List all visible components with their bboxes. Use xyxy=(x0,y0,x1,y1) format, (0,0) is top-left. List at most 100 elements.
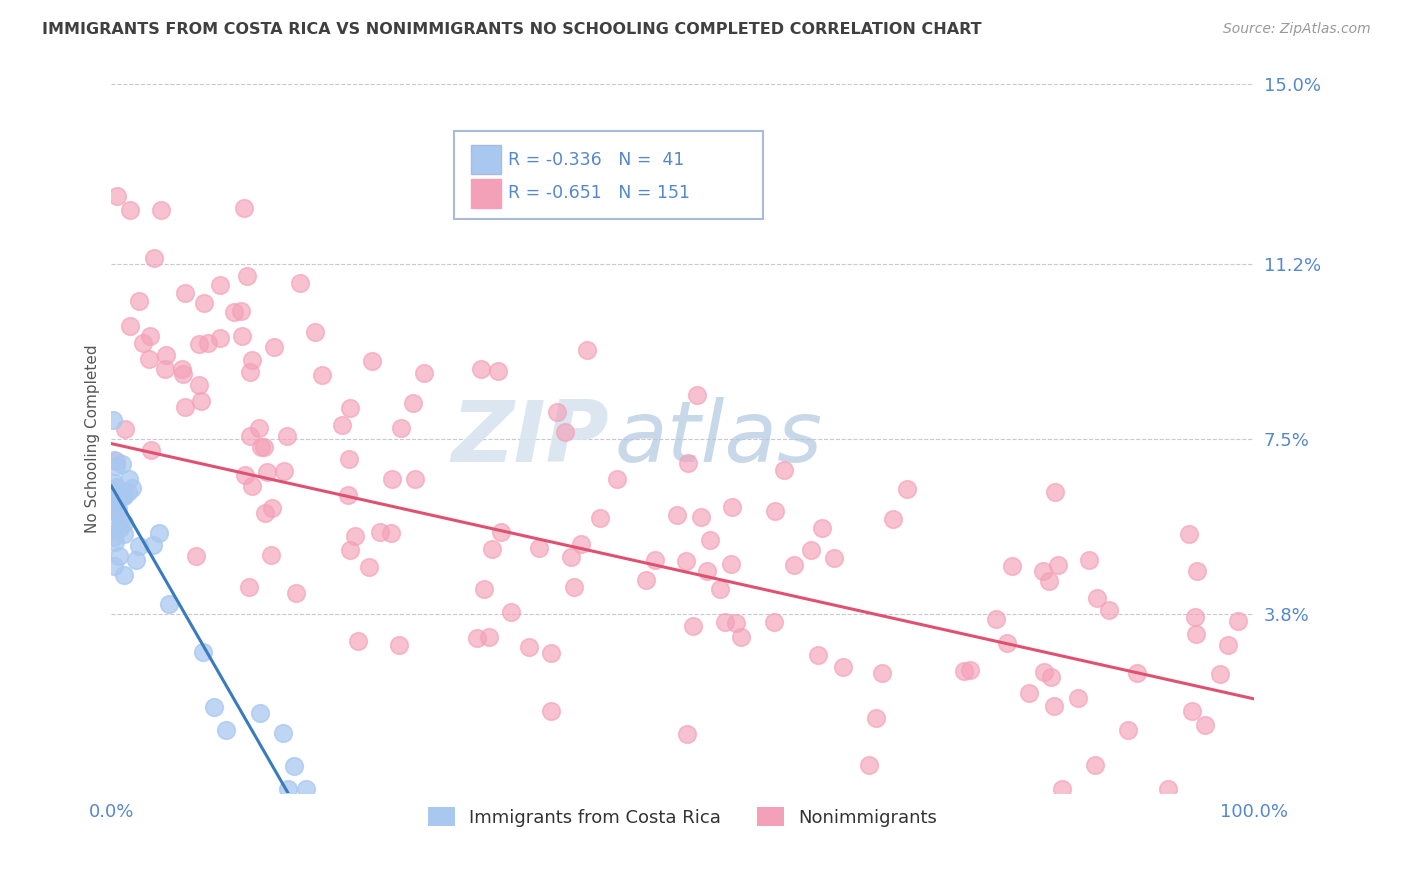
Point xyxy=(103,530,125,544)
Point xyxy=(401,396,423,410)
Point xyxy=(105,481,128,495)
Point xyxy=(404,472,426,486)
Point xyxy=(772,463,794,477)
Point xyxy=(157,597,180,611)
Point xyxy=(811,521,834,535)
Point xyxy=(103,476,125,491)
Text: IMMIGRANTS FROM COSTA RICA VS NONIMMIGRANTS NO SCHOOLING COMPLETED CORRELATION C: IMMIGRANTS FROM COSTA RICA VS NONIMMIGRA… xyxy=(42,22,981,37)
Point xyxy=(486,364,509,378)
Point xyxy=(682,619,704,633)
Point xyxy=(675,554,697,568)
Point xyxy=(112,527,135,541)
Point xyxy=(256,465,278,479)
Point xyxy=(1033,665,1056,680)
Point xyxy=(121,481,143,495)
Point xyxy=(184,549,207,563)
Point xyxy=(104,454,127,468)
Point xyxy=(665,508,688,522)
Point xyxy=(112,516,135,530)
Point xyxy=(150,202,173,217)
Point xyxy=(105,459,128,474)
Point xyxy=(143,251,166,265)
Point xyxy=(959,663,981,677)
Point xyxy=(101,498,124,512)
Point xyxy=(562,580,585,594)
Point xyxy=(709,582,731,596)
Point xyxy=(1216,639,1239,653)
Point xyxy=(235,269,257,284)
Text: ZIP: ZIP xyxy=(451,398,609,481)
Point xyxy=(103,452,125,467)
Point xyxy=(191,645,214,659)
Point xyxy=(644,553,666,567)
Point xyxy=(832,660,855,674)
Point xyxy=(112,487,135,501)
Point xyxy=(283,759,305,773)
Point xyxy=(339,401,361,415)
Point xyxy=(1227,614,1250,628)
Point xyxy=(1040,670,1063,684)
Point xyxy=(546,405,568,419)
Point xyxy=(763,504,786,518)
Point xyxy=(253,506,276,520)
Point xyxy=(1185,564,1208,578)
Point xyxy=(288,276,311,290)
Point xyxy=(1157,781,1180,796)
Point xyxy=(187,377,209,392)
Point xyxy=(104,535,127,549)
Point xyxy=(202,699,225,714)
Point xyxy=(173,286,195,301)
Point xyxy=(155,349,177,363)
Point xyxy=(118,471,141,485)
Point xyxy=(103,483,125,498)
Point xyxy=(1042,699,1064,714)
Y-axis label: No Schooling Completed: No Schooling Completed xyxy=(86,344,100,533)
Point xyxy=(720,558,742,572)
Point xyxy=(249,706,271,721)
Point xyxy=(1043,484,1066,499)
Point xyxy=(984,612,1007,626)
Point xyxy=(465,631,488,645)
Point xyxy=(347,633,370,648)
Point xyxy=(112,567,135,582)
Point xyxy=(110,457,132,471)
Point xyxy=(276,429,298,443)
Point xyxy=(232,201,254,215)
Point xyxy=(1067,690,1090,705)
Point xyxy=(101,504,124,518)
Point xyxy=(240,353,263,368)
Point xyxy=(148,525,170,540)
Legend: Immigrants from Costa Rica, Nonimmigrants: Immigrants from Costa Rica, Nonimmigrant… xyxy=(420,800,945,834)
Text: R = -0.336   N =  41: R = -0.336 N = 41 xyxy=(508,151,685,169)
Point xyxy=(238,580,260,594)
Point xyxy=(896,483,918,497)
Point xyxy=(1178,526,1201,541)
Point xyxy=(560,550,582,565)
Point xyxy=(125,553,148,567)
Point xyxy=(330,417,353,432)
Point xyxy=(101,504,124,518)
Point xyxy=(676,457,699,471)
Point xyxy=(489,525,512,540)
Point xyxy=(105,188,128,202)
FancyBboxPatch shape xyxy=(471,145,501,175)
Point xyxy=(501,605,523,619)
Point xyxy=(117,485,139,500)
Point xyxy=(1209,666,1232,681)
Point xyxy=(606,472,628,486)
Point xyxy=(882,512,904,526)
Text: atlas: atlas xyxy=(614,398,823,481)
Point xyxy=(1181,704,1204,718)
Point xyxy=(858,757,880,772)
Point xyxy=(381,472,404,486)
Point xyxy=(214,723,236,737)
Point xyxy=(339,543,361,558)
Point xyxy=(304,326,326,340)
Point xyxy=(209,331,232,345)
Point xyxy=(101,492,124,507)
Point xyxy=(271,725,294,739)
Point xyxy=(380,526,402,541)
Point xyxy=(714,615,737,629)
Point xyxy=(262,500,284,515)
Point xyxy=(197,335,219,350)
